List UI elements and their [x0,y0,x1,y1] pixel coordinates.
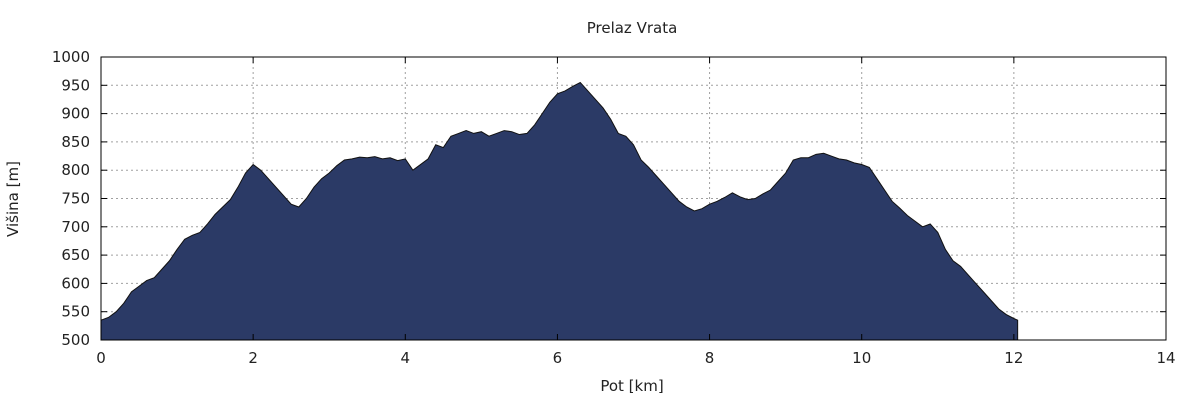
y-tick-label: 950 [61,76,90,94]
y-axis-label: Višina [m] [4,161,22,237]
x-tick-label: 0 [96,349,106,367]
x-tick-label: 14 [1156,349,1175,367]
y-tick-label: 650 [61,246,90,264]
x-tick-label: 12 [1004,349,1023,367]
x-tick-labels: 0 2 4 6 8 10 12 14 [96,349,1175,367]
y-tick-label: 750 [61,190,90,208]
chart-title: Prelaz Vrata [587,19,678,37]
elevation-area [101,82,1018,340]
x-tick-label: 4 [401,349,411,367]
x-axis-label: Pot [km] [600,377,663,395]
x-tick-label: 2 [248,349,258,367]
x-tick-label: 6 [553,349,563,367]
y-tick-label: 1000 [52,48,90,66]
y-tick-label: 550 [61,303,90,321]
y-tick-label: 500 [61,331,90,349]
y-tick-label: 600 [61,274,90,292]
y-tick-label: 900 [61,105,90,123]
y-tick-label: 800 [61,161,90,179]
y-tick-label: 700 [61,218,90,236]
x-tick-label: 8 [705,349,715,367]
y-tick-label: 850 [61,133,90,151]
x-tick-label: 10 [852,349,871,367]
y-tick-labels: 500 550 600 650 700 750 800 850 900 950 1000 [52,48,90,349]
